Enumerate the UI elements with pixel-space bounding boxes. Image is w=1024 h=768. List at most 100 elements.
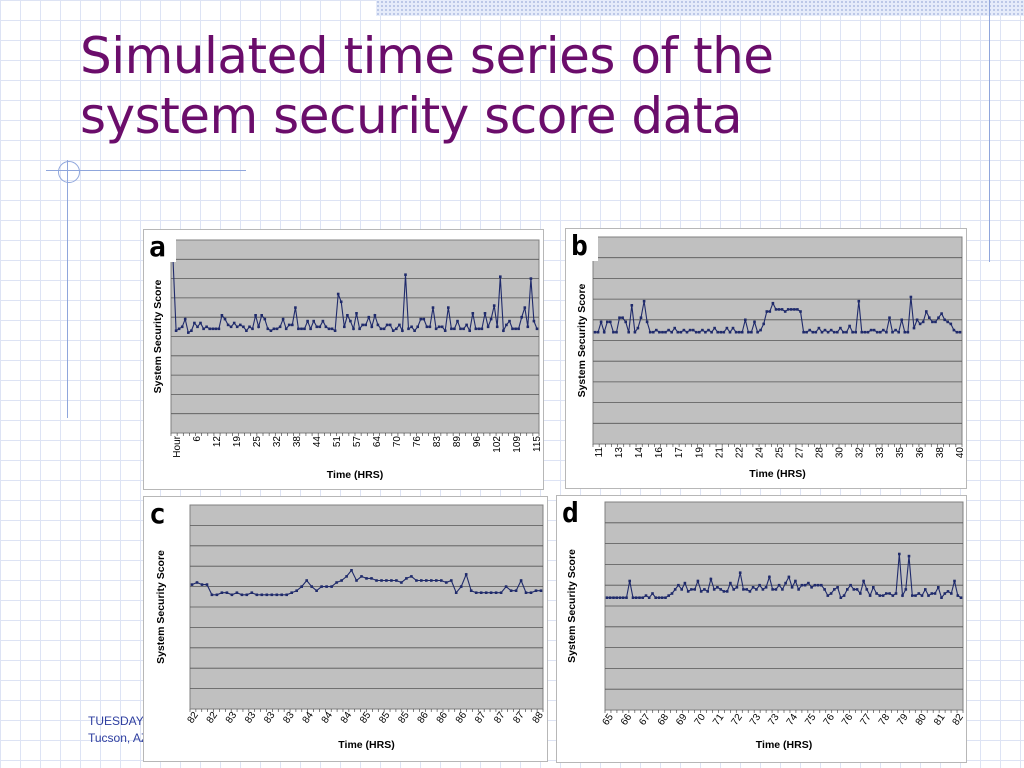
- data-point: [664, 330, 667, 334]
- data-point: [728, 330, 732, 334]
- data-point: [202, 327, 205, 331]
- x-tick-label: 40: [955, 447, 966, 459]
- data-point: [881, 594, 885, 597]
- data-point: [641, 596, 644, 599]
- data-point: [872, 328, 876, 332]
- data-point: [251, 327, 254, 331]
- x-tick-label: 71: [711, 712, 727, 728]
- data-point: [771, 588, 774, 591]
- data-point: [360, 575, 363, 578]
- data-point: [800, 583, 804, 587]
- data-point: [744, 318, 747, 322]
- data-point: [373, 314, 377, 317]
- data-point: [794, 579, 797, 583]
- decorative-header-band: [376, 0, 1024, 16]
- data-point: [888, 316, 891, 319]
- data-point: [829, 592, 833, 595]
- data-point: [725, 326, 729, 330]
- data-point: [846, 588, 849, 591]
- data-point: [706, 590, 709, 593]
- chart-d-svg: 65 66 67 68 69 70 71 72 73 73 74 75 76 76 77 78 79 80 81 82…: [559, 496, 966, 751]
- data-point: [365, 577, 368, 580]
- x-tick-label: 73: [748, 712, 764, 728]
- data-point: [269, 329, 273, 332]
- data-point: [719, 588, 722, 591]
- data-point: [677, 583, 680, 587]
- data-point: [894, 592, 898, 595]
- data-point: [272, 327, 276, 331]
- data-point: [872, 586, 875, 589]
- x-tick-label: 24: [754, 447, 765, 459]
- data-point: [946, 320, 949, 324]
- data-point: [820, 330, 824, 334]
- data-point: [875, 330, 879, 334]
- data-point: [652, 330, 655, 334]
- data-point: [851, 330, 854, 334]
- data-point: [260, 593, 264, 597]
- data-point: [511, 327, 514, 331]
- data-point: [836, 586, 839, 589]
- data-point: [667, 594, 670, 597]
- data-point: [859, 592, 862, 595]
- data-point: [270, 593, 274, 597]
- data-point: [879, 330, 882, 334]
- panel-label-box: [146, 232, 176, 262]
- data-point: [934, 320, 937, 324]
- data-point: [829, 328, 833, 332]
- x-tick-label: 27: [795, 447, 806, 459]
- x-tick-label: 51: [332, 436, 343, 448]
- y-axis-title: System Security Score: [576, 283, 588, 397]
- x-axis-title: Time (HRS): [338, 739, 394, 751]
- data-point: [327, 327, 331, 331]
- data-point: [462, 327, 465, 331]
- data-point: [768, 575, 771, 579]
- data-point: [266, 327, 270, 331]
- data-point: [257, 325, 260, 329]
- data-point: [330, 327, 334, 331]
- x-tick-label: 109: [512, 436, 523, 453]
- y-axis-title: System Security Score: [566, 549, 578, 663]
- x-tick-label: 11: [594, 447, 605, 458]
- data-point: [217, 327, 221, 331]
- data-point: [343, 325, 346, 329]
- data-point: [915, 318, 919, 322]
- chart-panel-d: 65 66 67 68 69 70 71 72 73 73 74 75 76 76 77 78 79 80 81 82…: [556, 495, 967, 763]
- data-point: [514, 327, 517, 331]
- data-point: [907, 554, 911, 558]
- data-point: [956, 594, 960, 597]
- data-point: [474, 327, 478, 331]
- data-point: [911, 594, 914, 597]
- data-point: [836, 330, 839, 334]
- data-point: [817, 326, 821, 330]
- data-point: [679, 330, 683, 334]
- data-point: [931, 320, 934, 324]
- data-point: [405, 577, 408, 580]
- x-tick-label: 75: [803, 712, 819, 728]
- data-point: [833, 588, 836, 591]
- data-point: [612, 596, 615, 599]
- data-point: [661, 330, 664, 334]
- x-tick-label: 73: [766, 712, 782, 728]
- data-point: [499, 275, 502, 278]
- data-point: [937, 586, 940, 589]
- data-point: [474, 591, 478, 594]
- data-point: [340, 579, 343, 582]
- x-tick-label: 84: [301, 710, 317, 726]
- data-point: [958, 330, 962, 334]
- data-point: [305, 579, 308, 582]
- data-point: [933, 592, 937, 595]
- data-point: [440, 325, 444, 329]
- data-point: [704, 330, 707, 334]
- data-point: [955, 330, 959, 334]
- data-point: [395, 327, 398, 331]
- data-point: [443, 329, 447, 332]
- data-point: [361, 323, 364, 327]
- data-point: [226, 323, 230, 327]
- data-point: [211, 327, 215, 331]
- x-tick-label: 85: [377, 710, 393, 726]
- data-point: [508, 319, 511, 323]
- data-point: [927, 594, 930, 597]
- data-point: [644, 594, 648, 597]
- data-point: [358, 327, 361, 331]
- data-point: [699, 590, 703, 593]
